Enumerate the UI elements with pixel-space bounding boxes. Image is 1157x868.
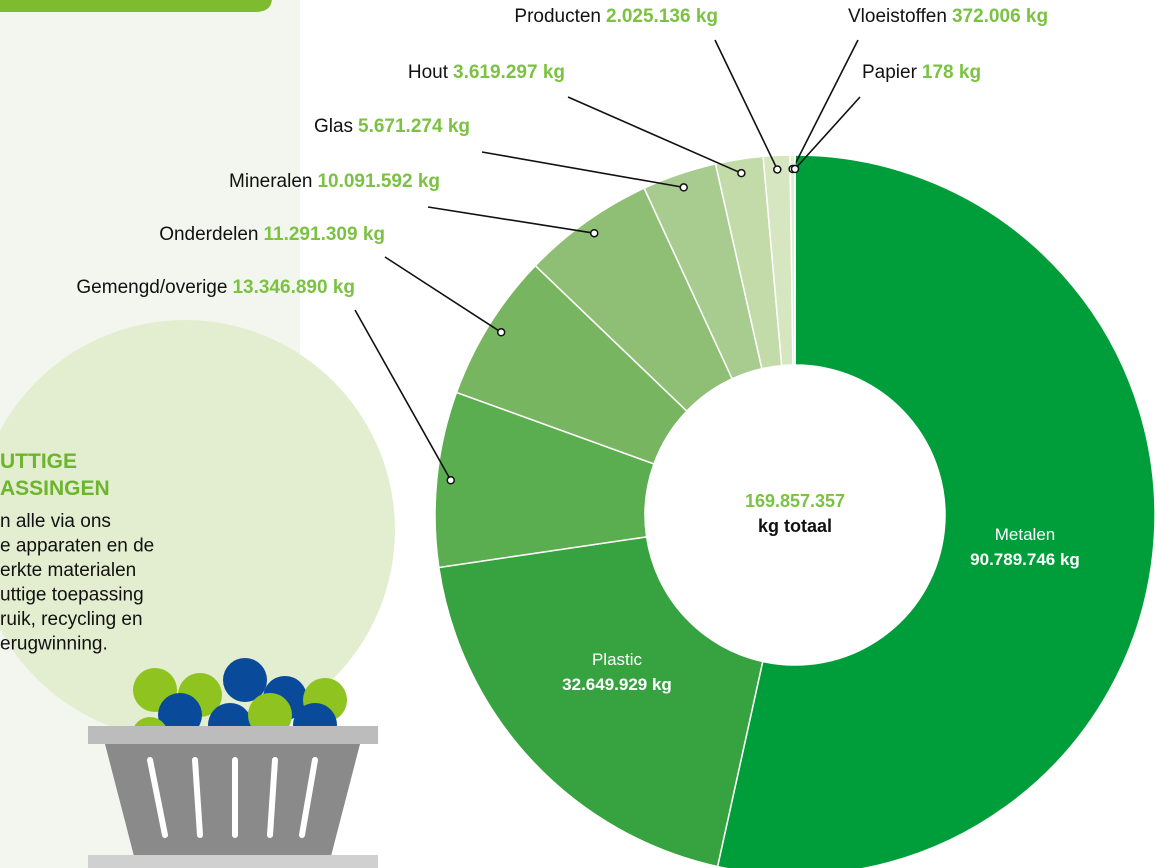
leader-line [427, 206, 595, 234]
segment-label: Producten 2.025.136 kg [514, 6, 718, 27]
leader-dot [773, 165, 782, 174]
value-label: 178 kg [922, 62, 981, 83]
segment-label: Hout 3.619.297 kg [408, 62, 565, 83]
side-text: ruik, recycling en [0, 609, 143, 630]
leader-line [714, 39, 779, 170]
segment-label: Gemengd/overige 13.346.890 kg [76, 277, 355, 298]
category-label: Producten [514, 6, 601, 27]
segment-label: Glas 5.671.274 kg [314, 116, 470, 137]
segment-label: Metalen 90.789.746 kg [970, 525, 1080, 569]
donut-segment [437, 536, 764, 868]
leader-dot [737, 168, 746, 178]
leader-dot [679, 183, 688, 192]
category-label: Metalen [995, 525, 1055, 544]
leader-line [481, 151, 684, 189]
leader-line [794, 96, 861, 170]
segment-label: Papier 178 kg [862, 62, 981, 83]
side-text: e apparaten en de [0, 536, 154, 557]
segment-label: Vloeistoffen 372.006 kg [848, 6, 1048, 27]
center-text: kg totaal [758, 516, 832, 536]
category-label: Vloeistoffen [848, 6, 947, 27]
value-label: 2.025.136 kg [606, 6, 718, 27]
leader-line [567, 96, 742, 174]
leader-dot [589, 228, 599, 238]
category-label: Onderdelen [159, 224, 258, 245]
donut-segment [716, 154, 1156, 868]
value-label: 90.789.746 kg [970, 550, 1080, 569]
leader-dot [496, 328, 506, 337]
leader-line [354, 309, 452, 481]
side-text: n alle via ons [0, 511, 111, 532]
segment-label: Onderdelen 11.291.309 kg [159, 224, 385, 245]
value-label: 13.346.890 kg [232, 277, 355, 298]
category-label: Mineralen [229, 171, 312, 192]
center-value: 169.857.357 [745, 491, 845, 511]
category-label: Plastic [592, 650, 643, 669]
leader-line [791, 39, 859, 170]
top-bar [0, 0, 272, 12]
value-label: 10.091.592 kg [317, 171, 440, 192]
value-label: 372.006 kg [952, 6, 1048, 27]
side-text: erugwinning. [0, 634, 108, 655]
side-text: erkte materialen [0, 560, 136, 581]
segment-label: Mineralen 10.091.592 kg [229, 171, 440, 192]
leader-dot [790, 164, 800, 174]
category-label: Gemengd/overige [76, 277, 227, 298]
side-title: ASSINGEN [0, 477, 110, 500]
category-label: Papier [862, 62, 918, 83]
side-circle [0, 320, 395, 740]
side-title: UTTIGE [0, 450, 77, 473]
value-label: 5.671.274 kg [358, 116, 470, 137]
leader-dot [446, 475, 455, 485]
category-label: Glas [314, 116, 353, 137]
side-text: uttige toepassing [0, 585, 144, 606]
value-label: 3.619.297 kg [453, 62, 565, 83]
category-label: Hout [408, 62, 449, 83]
value-label: 11.291.309 kg [264, 224, 386, 245]
leader-line [384, 256, 502, 333]
segment-label: Plastic 32.649.929 kg [562, 650, 672, 694]
basket [88, 658, 378, 868]
value-label: 32.649.929 kg [562, 675, 672, 694]
